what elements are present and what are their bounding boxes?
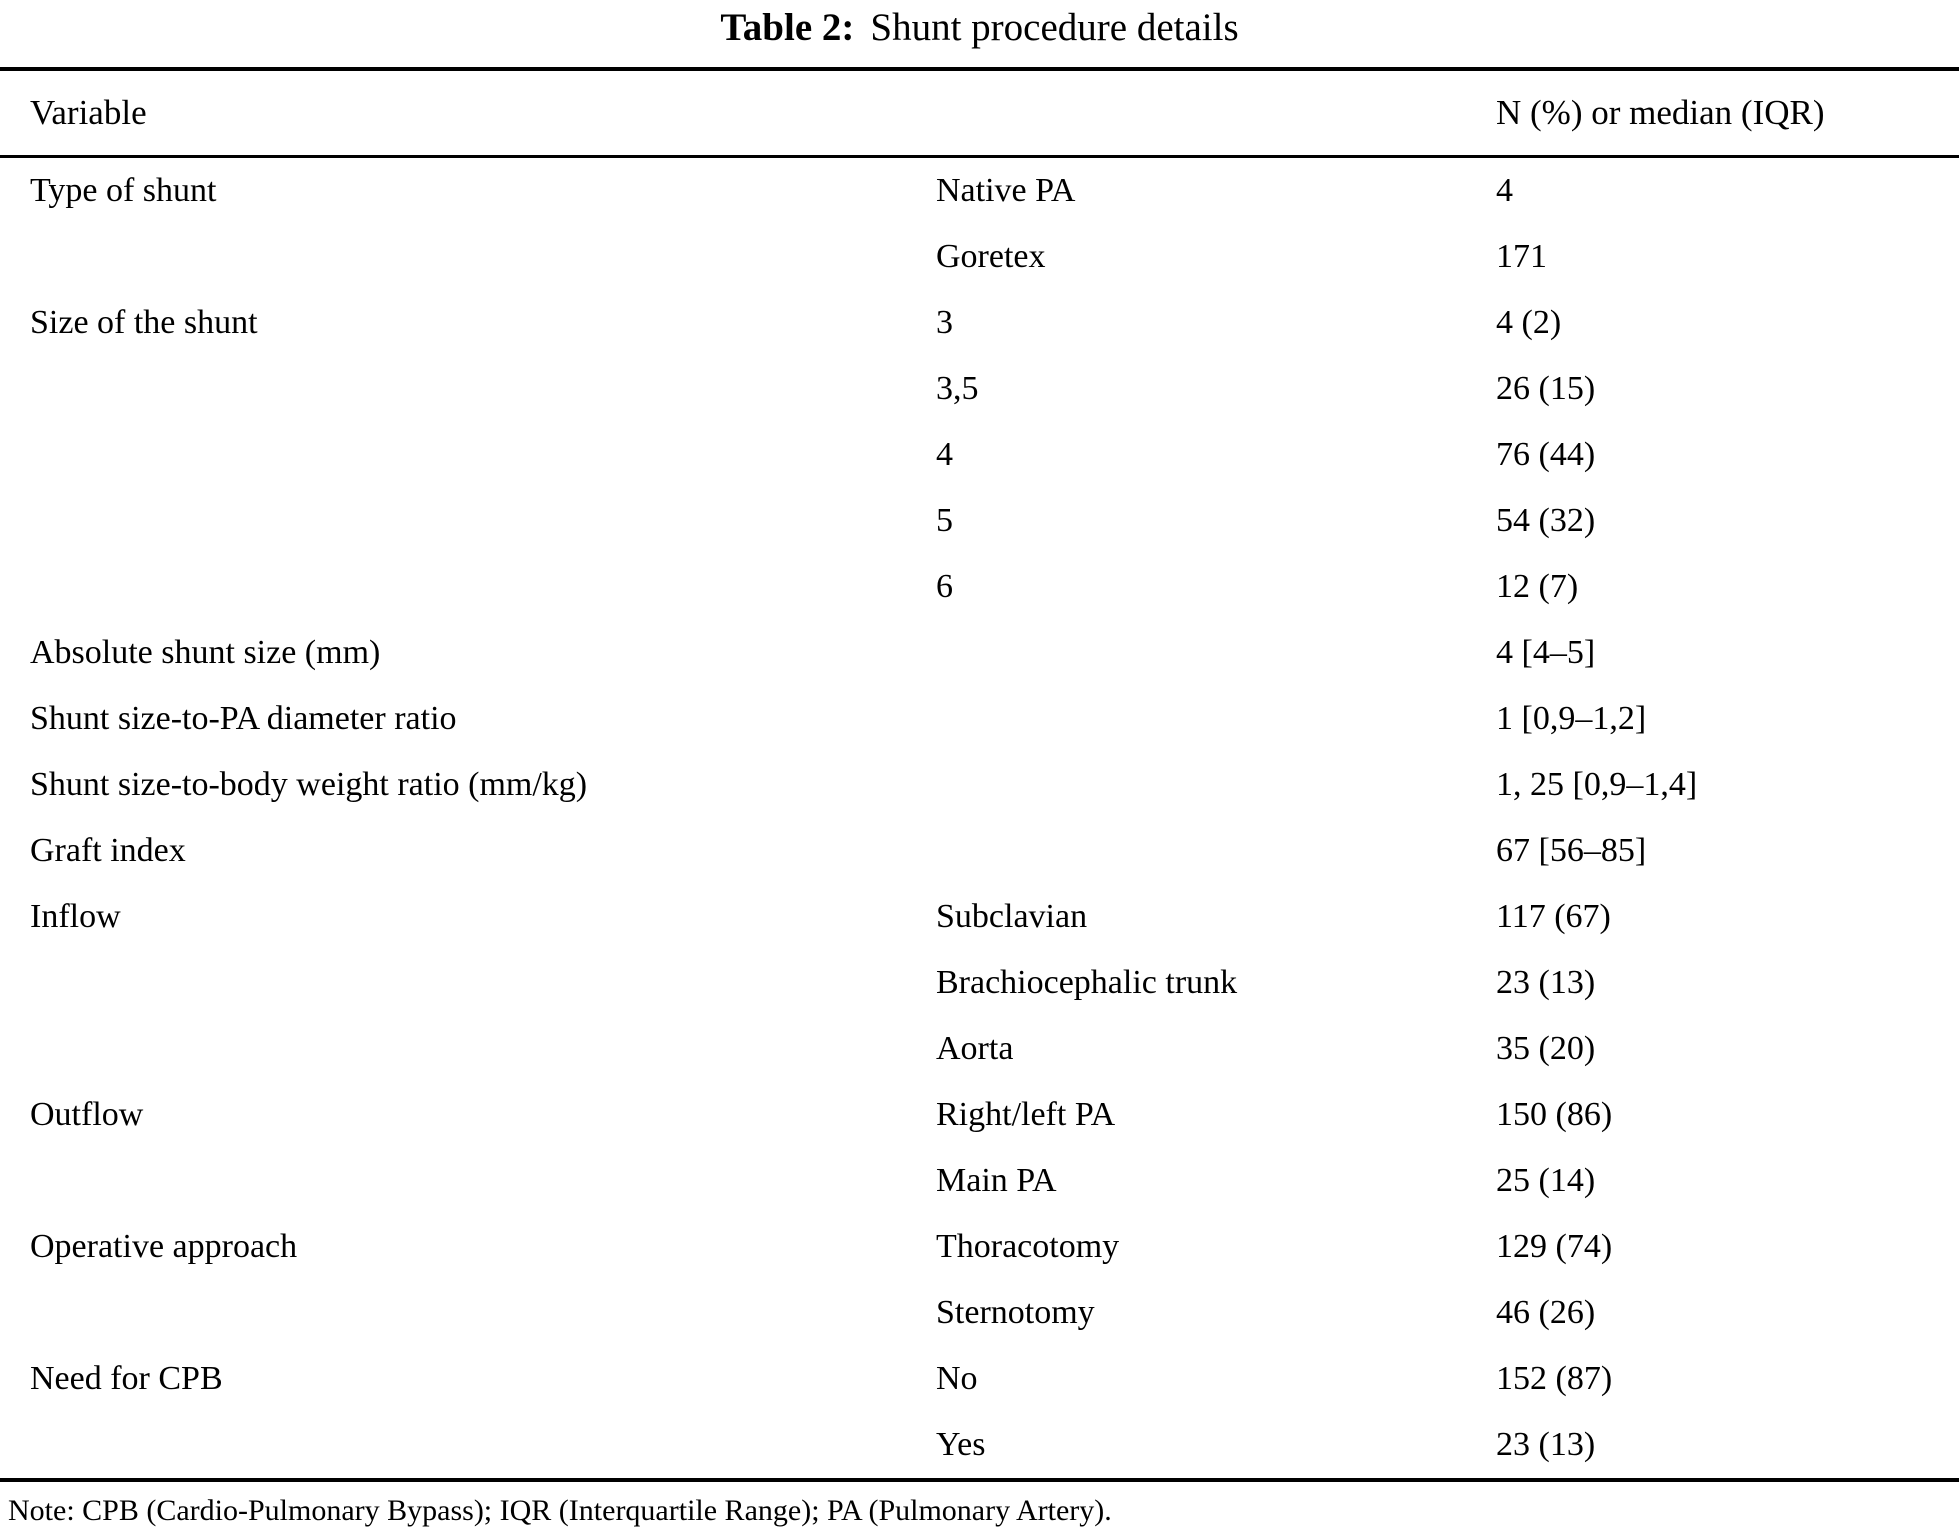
cell-variable: Graft index	[30, 832, 186, 869]
cell-category: Yes	[936, 1426, 986, 1463]
table-row: 5 54 (32)	[0, 488, 1959, 554]
table-header-row: Variable N (%) or median (IQR)	[0, 71, 1959, 158]
table-row: Graft index 67 [56–85]	[0, 818, 1959, 884]
table-row: Shunt size-to-body weight ratio (mm/kg) …	[0, 752, 1959, 818]
cell-category: 5	[936, 502, 953, 539]
cell-value: 23 (13)	[1496, 1426, 1596, 1463]
table-row: Yes 23 (13)	[0, 1412, 1959, 1478]
table-row: Size of the shunt 3 4 (2)	[0, 290, 1959, 356]
cell-variable: Operative approach	[30, 1228, 298, 1265]
table-title-text: Shunt procedure details	[870, 6, 1239, 49]
cell-value: 25 (14)	[1496, 1162, 1596, 1199]
column-header-variable: Variable	[30, 93, 147, 132]
cell-value: 1, 25 [0,9–1,4]	[1496, 766, 1698, 803]
cell-category: No	[936, 1360, 978, 1397]
table-body: Type of shunt Native PA 4 Goretex 171 Si…	[0, 158, 1959, 1482]
table-row: Aorta 35 (20)	[0, 1016, 1959, 1082]
table-row: 6 12 (7)	[0, 554, 1959, 620]
cell-value: 26 (15)	[1496, 370, 1596, 407]
cell-value: 46 (26)	[1496, 1294, 1596, 1331]
cell-variable: Outflow	[30, 1096, 144, 1133]
cell-value: 12 (7)	[1496, 568, 1579, 605]
table-row: Goretex 171	[0, 224, 1959, 290]
cell-variable: Absolute shunt size (mm)	[30, 634, 381, 671]
cell-value: 35 (20)	[1496, 1030, 1596, 1067]
cell-category: 3,5	[936, 370, 979, 407]
table-row: Operative approach Thoracotomy 129 (74)	[0, 1214, 1959, 1280]
cell-value: 4 [4–5]	[1496, 634, 1596, 671]
table-row: Shunt size-to-PA diameter ratio 1 [0,9–1…	[0, 686, 1959, 752]
table-title: Table 2: Shunt procedure details	[0, 2, 1959, 54]
table-row: Type of shunt Native PA 4	[0, 158, 1959, 224]
table-row: Outflow Right/left PA 150 (86)	[0, 1082, 1959, 1148]
cell-category: Goretex	[936, 238, 1046, 275]
cell-variable: Shunt size-to-PA diameter ratio	[30, 700, 457, 737]
cell-category: 4	[936, 436, 953, 473]
cell-value: 152 (87)	[1496, 1360, 1613, 1397]
table-row: 3,5 26 (15)	[0, 356, 1959, 422]
cell-category: Sternotomy	[936, 1294, 1095, 1331]
cell-category: Subclavian	[936, 898, 1088, 935]
cell-value: 4	[1496, 172, 1513, 209]
table-footnote: Note: CPB (Cardio-Pulmonary Bypass); IQR…	[8, 1494, 1112, 1527]
cell-category: Brachiocephalic trunk	[936, 964, 1238, 1001]
table-row: Inflow Subclavian 117 (67)	[0, 884, 1959, 950]
table-row: Absolute shunt size (mm) 4 [4–5]	[0, 620, 1959, 686]
cell-category: Thoracotomy	[936, 1228, 1120, 1265]
cell-value: 150 (86)	[1496, 1096, 1613, 1133]
cell-value: 23 (13)	[1496, 964, 1596, 1001]
table-row: Sternotomy 46 (26)	[0, 1280, 1959, 1346]
cell-variable: Shunt size-to-body weight ratio (mm/kg)	[30, 766, 588, 803]
table-row: Brachiocephalic trunk 23 (13)	[0, 950, 1959, 1016]
cell-value: 76 (44)	[1496, 436, 1596, 473]
cell-category: Aorta	[936, 1030, 1014, 1067]
table-row: Main PA 25 (14)	[0, 1148, 1959, 1214]
cell-value: 54 (32)	[1496, 502, 1596, 539]
cell-category: 6	[936, 568, 953, 605]
cell-value: 171	[1496, 238, 1547, 275]
cell-value: 1 [0,9–1,2]	[1496, 700, 1647, 737]
cell-variable: Need for CPB	[30, 1360, 223, 1397]
table-row: Need for CPB No 152 (87)	[0, 1346, 1959, 1412]
cell-value: 117 (67)	[1496, 898, 1611, 935]
cell-category: Main PA	[936, 1162, 1057, 1199]
column-header-value: N (%) or median (IQR)	[1496, 93, 1825, 132]
table-number-label: Table 2:	[720, 6, 855, 49]
cell-value: 129 (74)	[1496, 1228, 1613, 1265]
shunt-procedure-table: Variable N (%) or median (IQR) Type of s…	[0, 67, 1959, 1482]
cell-variable: Size of the shunt	[30, 304, 258, 341]
cell-value: 67 [56–85]	[1496, 832, 1647, 869]
cell-variable: Inflow	[30, 898, 121, 935]
cell-category: 3	[936, 304, 953, 341]
cell-value: 4 (2)	[1496, 304, 1562, 341]
table-row: 4 76 (44)	[0, 422, 1959, 488]
cell-category: Native PA	[936, 172, 1076, 209]
cell-variable: Type of shunt	[30, 172, 217, 209]
cell-category: Right/left PA	[936, 1096, 1116, 1133]
